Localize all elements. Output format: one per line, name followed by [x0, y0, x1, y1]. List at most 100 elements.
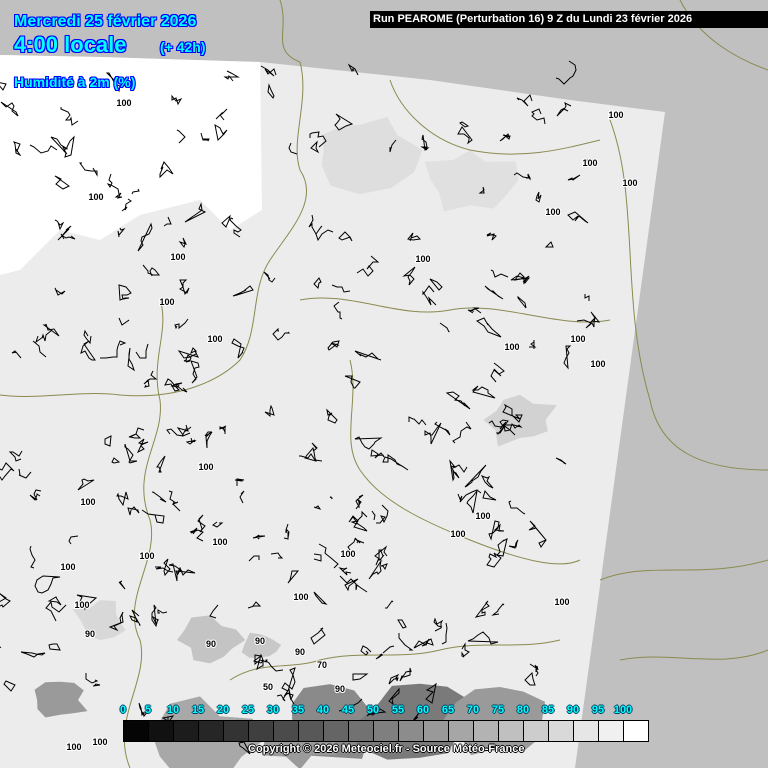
contour-line — [118, 284, 132, 301]
contour-line — [371, 510, 376, 521]
contour-label: 100 — [570, 334, 585, 344]
contour-line — [117, 227, 126, 238]
contour-line — [490, 269, 509, 278]
contour-line — [57, 225, 72, 241]
contour-line — [223, 70, 240, 82]
contour-line — [176, 424, 192, 437]
contour-line — [135, 343, 149, 359]
contour-line — [389, 139, 397, 153]
contour-line — [185, 437, 197, 445]
contour-label: 90 — [206, 639, 216, 649]
legend-tick: 55 — [391, 704, 405, 716]
legend-swatch — [624, 721, 648, 741]
contour-line — [288, 142, 298, 155]
contour-line — [308, 214, 323, 235]
contour-line — [231, 338, 245, 359]
humidity-patch — [321, 117, 423, 195]
contour-line — [347, 63, 359, 76]
contour-line — [467, 307, 482, 314]
contour-line — [441, 622, 448, 645]
contour-line — [382, 454, 409, 471]
contour-line — [175, 566, 196, 576]
contour-line — [413, 638, 434, 649]
contour-label: 100 — [60, 562, 75, 572]
contour-line — [585, 158, 597, 168]
contour-line — [179, 279, 190, 296]
contour-line — [141, 509, 165, 524]
contour-line — [143, 370, 158, 388]
contour-line — [200, 132, 210, 142]
contour-line — [118, 580, 126, 590]
contour-line — [137, 222, 153, 252]
legend-swatch — [549, 721, 574, 741]
contour-line — [510, 275, 531, 285]
contour-line — [402, 266, 416, 286]
contour-line — [388, 687, 400, 706]
contour-line — [124, 443, 138, 464]
legend-tick: 25 — [241, 704, 255, 716]
contour-line — [471, 385, 496, 399]
legend-tick: 35 — [291, 704, 305, 716]
contour-label: 100 — [170, 252, 185, 262]
contour-label: 100 — [116, 98, 131, 108]
legend-tick: 70 — [466, 704, 480, 716]
contour-label: 100 — [198, 462, 213, 472]
contour-line — [131, 188, 140, 195]
contour-line — [425, 682, 437, 704]
contour-line — [197, 514, 206, 533]
contour-line — [524, 671, 536, 686]
contour-line — [584, 294, 590, 301]
contour-label: 100 — [340, 549, 355, 559]
legend-tick: 40 — [316, 704, 330, 716]
contour-line — [163, 558, 171, 577]
contour-line — [178, 237, 187, 249]
contour-line — [355, 498, 362, 510]
copyright: Copyright © 2026 Meteociel.fr - Source M… — [248, 743, 525, 755]
contour-line — [270, 552, 284, 559]
contour-line — [54, 219, 65, 231]
contour-line — [142, 264, 161, 277]
contour-line — [513, 272, 530, 285]
legend-swatch — [149, 721, 174, 741]
contour-line — [219, 425, 227, 434]
contour-line — [209, 604, 219, 619]
contour-line — [502, 403, 523, 423]
contour-line — [457, 126, 473, 145]
contour-line — [0, 593, 11, 608]
legend-swatch — [349, 721, 374, 741]
legend-tick: 10 — [166, 704, 180, 716]
contour-line — [45, 600, 67, 622]
contour-line — [348, 515, 368, 532]
contour-line — [495, 538, 508, 557]
legend-swatch — [249, 721, 274, 741]
contour-line — [232, 285, 254, 297]
contour-line — [466, 490, 478, 514]
contour-line — [276, 692, 295, 705]
contour-line — [318, 543, 339, 569]
contour-line — [166, 428, 191, 437]
contour-label: 100 — [207, 334, 222, 344]
contour-line — [482, 489, 497, 501]
contour-line — [356, 255, 380, 277]
contour-line — [212, 521, 224, 528]
contour-line — [189, 527, 204, 542]
legend-swatch — [224, 721, 249, 741]
legend-tick: 50 — [366, 704, 380, 716]
contour-line — [85, 673, 99, 684]
contour-line — [118, 317, 130, 326]
saturated-zone — [0, 55, 262, 275]
contour-line — [54, 287, 66, 296]
contour-line — [184, 202, 207, 223]
contour-line — [157, 609, 168, 614]
legend-swatch — [574, 721, 599, 741]
contour-line — [344, 375, 361, 389]
contour-label: 100 — [450, 529, 465, 539]
contour-label: 100 — [415, 254, 430, 264]
contour-line — [304, 446, 317, 462]
contour-line — [374, 549, 384, 566]
contour-line — [590, 311, 601, 323]
legend-tick: 30 — [266, 704, 280, 716]
contour-line — [354, 537, 365, 544]
contour-line — [105, 72, 121, 93]
contour-line — [256, 653, 264, 671]
